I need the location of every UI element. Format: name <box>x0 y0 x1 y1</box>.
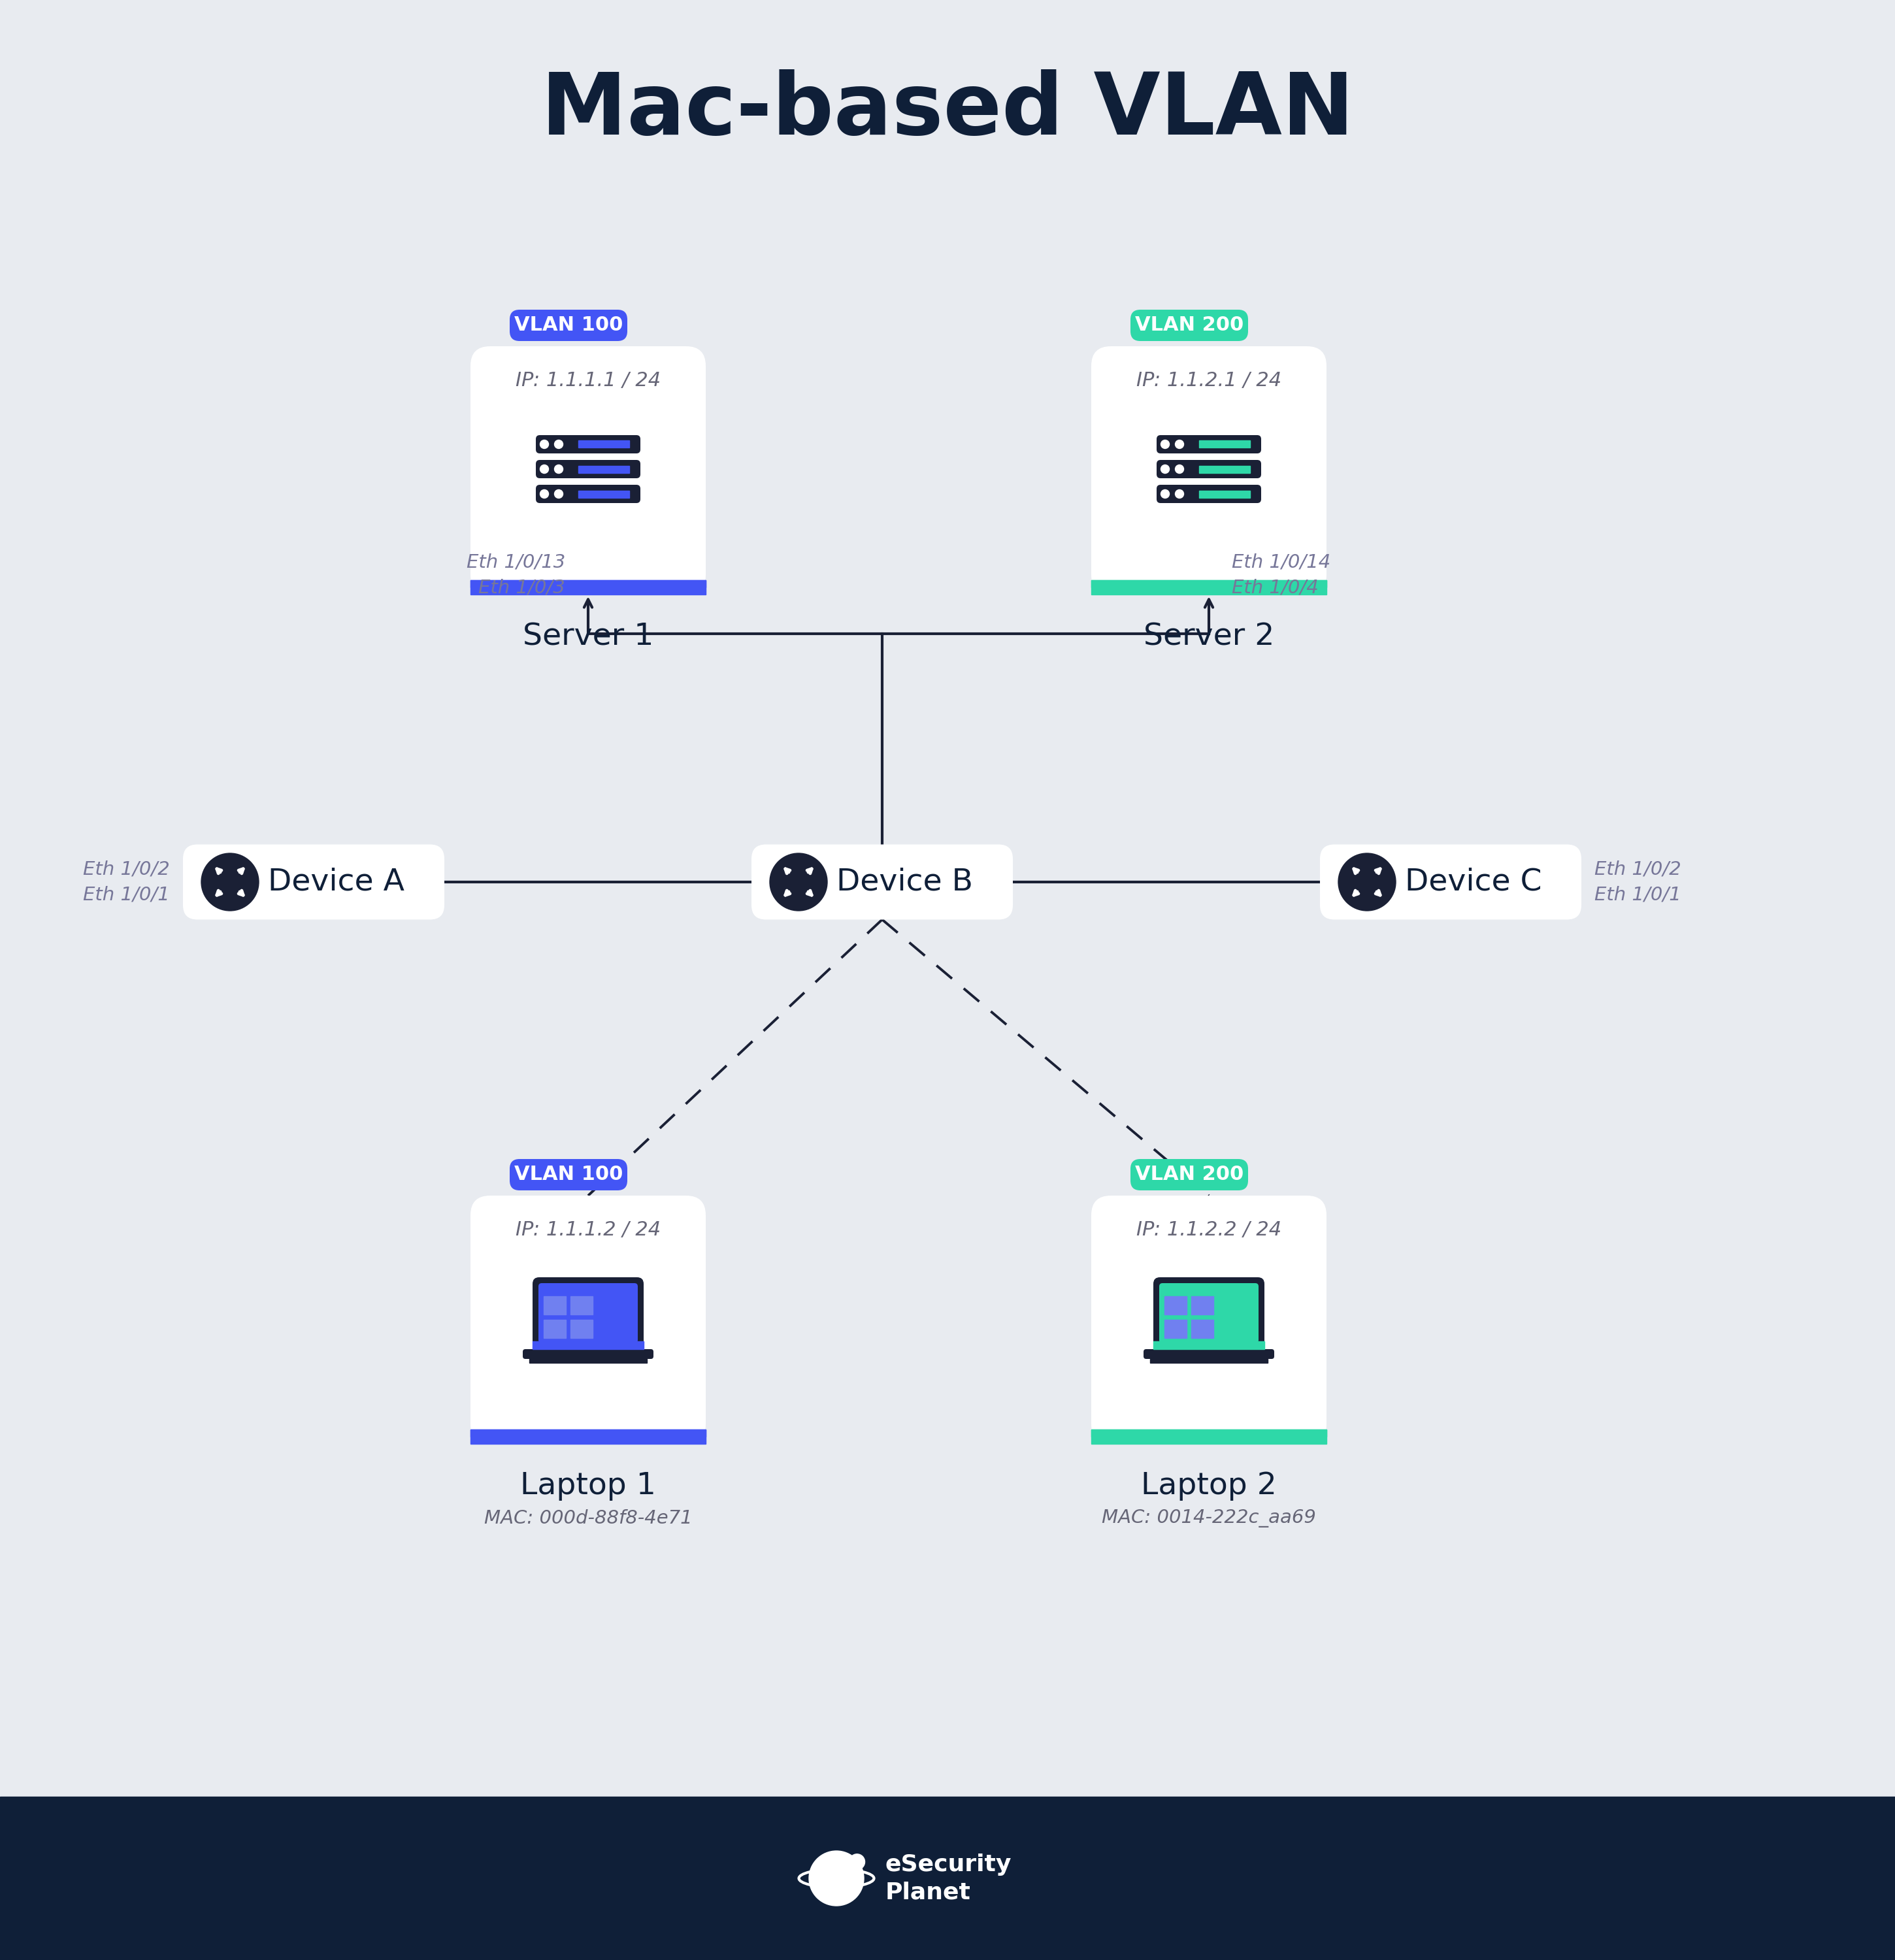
Circle shape <box>849 1854 864 1870</box>
Bar <box>578 441 629 447</box>
Circle shape <box>555 465 563 474</box>
FancyBboxPatch shape <box>538 1284 639 1343</box>
FancyBboxPatch shape <box>536 435 641 453</box>
FancyBboxPatch shape <box>1092 1429 1326 1445</box>
Bar <box>578 466 629 472</box>
Text: Laptop 1: Laptop 1 <box>521 1472 656 1501</box>
FancyBboxPatch shape <box>532 1278 644 1348</box>
Bar <box>570 1296 593 1315</box>
Text: VLAN 200: VLAN 200 <box>1135 1164 1243 1184</box>
Bar <box>1150 1358 1268 1362</box>
FancyBboxPatch shape <box>470 1429 705 1445</box>
Circle shape <box>1162 465 1169 474</box>
Circle shape <box>1162 490 1169 498</box>
Bar <box>544 1319 567 1339</box>
Bar <box>1092 1429 1326 1445</box>
Text: MAC: 0014-222c_aa69: MAC: 0014-222c_aa69 <box>1101 1509 1315 1527</box>
Circle shape <box>555 439 563 449</box>
Text: IP: 1.1.1.2 / 24: IP: 1.1.1.2 / 24 <box>515 1221 661 1239</box>
Circle shape <box>201 853 260 911</box>
Bar <box>470 580 705 594</box>
Bar <box>570 1319 593 1339</box>
FancyBboxPatch shape <box>1156 461 1262 478</box>
FancyBboxPatch shape <box>184 845 443 919</box>
Text: MAC: 000d-88f8-4e71: MAC: 000d-88f8-4e71 <box>483 1509 692 1527</box>
Circle shape <box>1175 490 1184 498</box>
FancyBboxPatch shape <box>1092 1196 1326 1445</box>
FancyBboxPatch shape <box>470 347 705 594</box>
Bar <box>1192 1296 1213 1315</box>
FancyBboxPatch shape <box>523 1348 654 1358</box>
FancyBboxPatch shape <box>536 484 641 504</box>
FancyBboxPatch shape <box>1092 580 1326 594</box>
Text: Eth 1/0/2
Eth 1/0/1: Eth 1/0/2 Eth 1/0/1 <box>83 860 171 904</box>
Bar <box>1154 1341 1264 1348</box>
Bar <box>1200 490 1251 498</box>
Text: Device C: Device C <box>1404 866 1543 898</box>
FancyBboxPatch shape <box>1156 435 1262 453</box>
Text: IP: 1.1.2.1 / 24: IP: 1.1.2.1 / 24 <box>1137 370 1281 390</box>
Text: Device B: Device B <box>838 866 974 898</box>
Text: Server 1: Server 1 <box>523 621 654 651</box>
Bar <box>1200 466 1251 472</box>
Bar <box>0 1797 1895 1960</box>
Circle shape <box>1175 439 1184 449</box>
Circle shape <box>540 439 548 449</box>
Circle shape <box>555 490 563 498</box>
FancyBboxPatch shape <box>1131 310 1249 341</box>
Text: VLAN 100: VLAN 100 <box>514 316 623 335</box>
FancyBboxPatch shape <box>752 845 1012 919</box>
Bar <box>470 1429 705 1437</box>
Bar <box>529 1358 646 1362</box>
Text: Eth 1/0/14
Eth 1/0/4: Eth 1/0/14 Eth 1/0/4 <box>1232 553 1330 596</box>
FancyBboxPatch shape <box>510 310 627 341</box>
Bar <box>578 490 629 498</box>
Circle shape <box>540 490 548 498</box>
Bar <box>1092 580 1326 594</box>
Text: VLAN 200: VLAN 200 <box>1135 316 1243 335</box>
Bar <box>532 1341 644 1348</box>
Bar <box>1092 1429 1326 1437</box>
Bar <box>470 1429 705 1445</box>
Bar <box>1164 1296 1186 1315</box>
Bar <box>1200 441 1251 447</box>
FancyBboxPatch shape <box>1143 1348 1273 1358</box>
FancyBboxPatch shape <box>536 461 641 478</box>
FancyBboxPatch shape <box>1131 1158 1249 1190</box>
Text: Laptop 2: Laptop 2 <box>1141 1472 1277 1501</box>
FancyBboxPatch shape <box>1156 484 1262 504</box>
Bar <box>1192 1319 1213 1339</box>
FancyBboxPatch shape <box>470 1196 705 1445</box>
Bar <box>1092 580 1326 588</box>
Circle shape <box>809 1850 864 1905</box>
FancyBboxPatch shape <box>1321 845 1580 919</box>
FancyBboxPatch shape <box>1154 1278 1264 1348</box>
Text: Server 2: Server 2 <box>1143 621 1273 651</box>
Bar <box>544 1296 567 1315</box>
Text: Eth 1/0/2
Eth 1/0/1: Eth 1/0/2 Eth 1/0/1 <box>1594 860 1681 904</box>
Bar <box>470 580 705 588</box>
Bar <box>1164 1319 1186 1339</box>
Text: VLAN 100: VLAN 100 <box>514 1164 623 1184</box>
Text: eSecurity
Planet: eSecurity Planet <box>885 1854 1012 1903</box>
Text: IP: 1.1.2.2 / 24: IP: 1.1.2.2 / 24 <box>1137 1221 1281 1239</box>
Text: Mac-based VLAN: Mac-based VLAN <box>540 71 1355 153</box>
Circle shape <box>1162 439 1169 449</box>
Circle shape <box>540 465 548 474</box>
Circle shape <box>1175 465 1184 474</box>
FancyBboxPatch shape <box>470 580 705 594</box>
FancyBboxPatch shape <box>1092 347 1326 594</box>
Text: IP: 1.1.1.1 / 24: IP: 1.1.1.1 / 24 <box>515 370 661 390</box>
Circle shape <box>769 853 828 911</box>
FancyBboxPatch shape <box>510 1158 627 1190</box>
Circle shape <box>1338 853 1397 911</box>
FancyBboxPatch shape <box>1160 1284 1258 1343</box>
Text: Eth 1/0/13
Eth 1/0/3: Eth 1/0/13 Eth 1/0/3 <box>466 553 565 596</box>
Text: Device A: Device A <box>269 866 406 898</box>
